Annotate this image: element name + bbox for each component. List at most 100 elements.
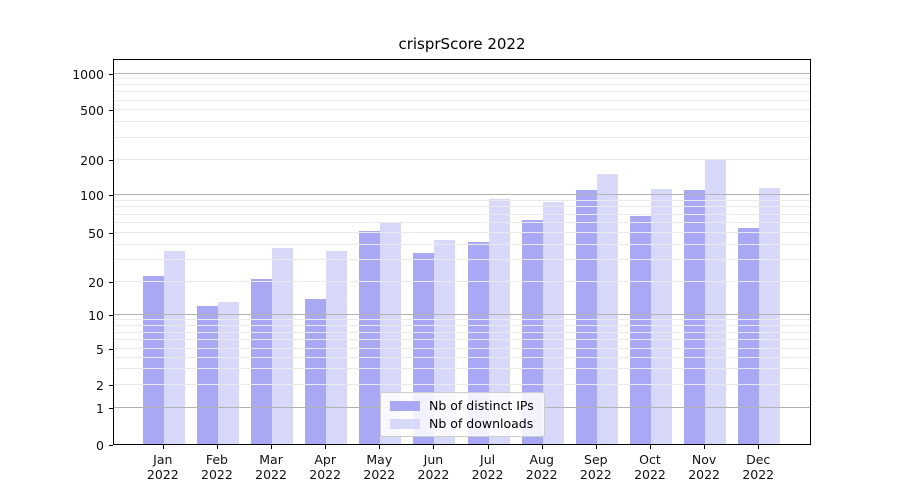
x-tick-mark xyxy=(271,445,273,449)
bar-downloads xyxy=(326,251,348,444)
gridline-minor xyxy=(114,159,810,161)
gridline-minor xyxy=(114,347,810,349)
gridline-minor xyxy=(114,356,810,358)
y-tick-mark xyxy=(109,232,113,234)
x-tick-mark xyxy=(325,445,327,449)
gridline-minor xyxy=(114,78,810,80)
x-tick-mark xyxy=(216,445,218,449)
bar-distinct-ips xyxy=(359,231,381,444)
bar-distinct-ips xyxy=(738,228,760,444)
x-tick-mark xyxy=(162,445,164,449)
gridline-minor xyxy=(114,368,810,370)
y-tick-mark xyxy=(109,407,113,409)
x-tick-label: Jun 2022 xyxy=(417,452,450,482)
gridline-major xyxy=(114,72,810,74)
y-tick-label: 20 xyxy=(88,274,104,290)
x-tick-label: Sep 2022 xyxy=(579,452,612,482)
chart-title: crisprScore 2022 xyxy=(398,35,526,53)
legend: Nb of distinct IPs Nb of downloads xyxy=(380,392,545,437)
gridline-minor xyxy=(114,199,810,201)
y-tick-label: 50 xyxy=(88,225,104,241)
gridline-minor xyxy=(114,280,810,282)
x-tick-mark xyxy=(595,445,597,449)
y-tick-label: 0 xyxy=(96,437,104,453)
y-tick-label: 500 xyxy=(80,103,104,119)
gridline-minor xyxy=(114,91,810,93)
y-tick-mark xyxy=(109,73,113,75)
gridline-minor xyxy=(114,206,810,208)
legend-swatch-distinct-ips xyxy=(390,400,420,411)
gridline-minor xyxy=(114,325,810,327)
y-tick-mark xyxy=(109,444,113,446)
x-tick-label: Jul 2022 xyxy=(471,452,504,482)
x-tick-label: Apr 2022 xyxy=(309,452,342,482)
legend-label-downloads: Nb of downloads xyxy=(429,415,534,431)
y-tick-label: 1000 xyxy=(72,66,104,82)
x-tick-mark xyxy=(704,445,706,449)
gridline-minor xyxy=(114,231,810,233)
bar-distinct-ips xyxy=(629,215,651,444)
bar-distinct-ips xyxy=(575,189,597,444)
gridline-minor xyxy=(114,99,810,101)
gridline-minor xyxy=(114,109,810,111)
plot-area xyxy=(113,59,811,445)
gridline-major xyxy=(114,314,810,316)
x-tick-label: Aug 2022 xyxy=(525,452,558,482)
y-tick-mark xyxy=(109,348,113,350)
bar-distinct-ips xyxy=(684,189,706,444)
bar-distinct-ips xyxy=(142,276,164,444)
x-tick-mark xyxy=(758,445,760,449)
bar-downloads xyxy=(650,188,672,444)
bar-downloads xyxy=(759,187,781,444)
x-tick-mark xyxy=(541,445,543,449)
y-tick-label: 5 xyxy=(96,341,104,357)
bar-downloads xyxy=(380,221,402,444)
y-tick-mark xyxy=(109,281,113,283)
y-tick-label: 10 xyxy=(88,308,104,324)
x-tick-mark xyxy=(379,445,381,449)
bar-downloads xyxy=(596,174,618,444)
grid-layer xyxy=(114,60,810,444)
legend-row-distinct-ips: Nb of distinct IPs xyxy=(390,397,535,413)
gridline-minor xyxy=(114,137,810,139)
x-tick-label: Oct 2022 xyxy=(634,452,666,482)
gridline-minor xyxy=(114,331,810,333)
legend-swatch-downloads xyxy=(390,418,420,429)
x-tick-mark xyxy=(487,445,489,449)
x-tick-label: May 2022 xyxy=(363,452,396,482)
gridline-minor xyxy=(114,259,810,261)
x-tick-label: Jan 2022 xyxy=(146,452,179,482)
x-tick-label: Dec 2022 xyxy=(742,452,775,482)
gridline-minor xyxy=(114,221,810,223)
x-tick-mark xyxy=(649,445,651,449)
gridline-major xyxy=(114,194,810,196)
y-tick-label: 1 xyxy=(96,400,104,416)
y-tick-mark xyxy=(109,160,113,162)
bar-downloads xyxy=(542,202,564,444)
bar-downloads xyxy=(488,199,510,444)
x-tick-label: Feb 2022 xyxy=(201,452,233,482)
x-tick-mark xyxy=(433,445,435,449)
x-tick-label: Nov 2022 xyxy=(688,452,720,482)
bar-downloads xyxy=(163,251,185,444)
x-tick-label: Mar 2022 xyxy=(255,452,287,482)
y-tick-mark xyxy=(109,195,113,197)
bar-downloads xyxy=(272,248,294,444)
y-tick-label: 200 xyxy=(80,153,104,169)
gridline-minor xyxy=(114,84,810,86)
y-tick-mark xyxy=(109,110,113,112)
y-tick-label: 2 xyxy=(96,378,104,394)
gridline-minor xyxy=(114,121,810,123)
legend-label-distinct-ips: Nb of distinct IPs xyxy=(429,397,534,413)
y-tick-mark xyxy=(109,385,113,387)
bar-downloads xyxy=(705,159,727,444)
gridline-minor xyxy=(114,243,810,245)
gridline-minor xyxy=(114,213,810,215)
legend-row-downloads: Nb of downloads xyxy=(390,415,535,431)
y-tick-label: 100 xyxy=(80,188,104,204)
y-tick-mark xyxy=(109,315,113,317)
gridline-minor xyxy=(114,338,810,340)
bar-downloads xyxy=(217,302,239,444)
bar-distinct-ips xyxy=(196,305,218,444)
